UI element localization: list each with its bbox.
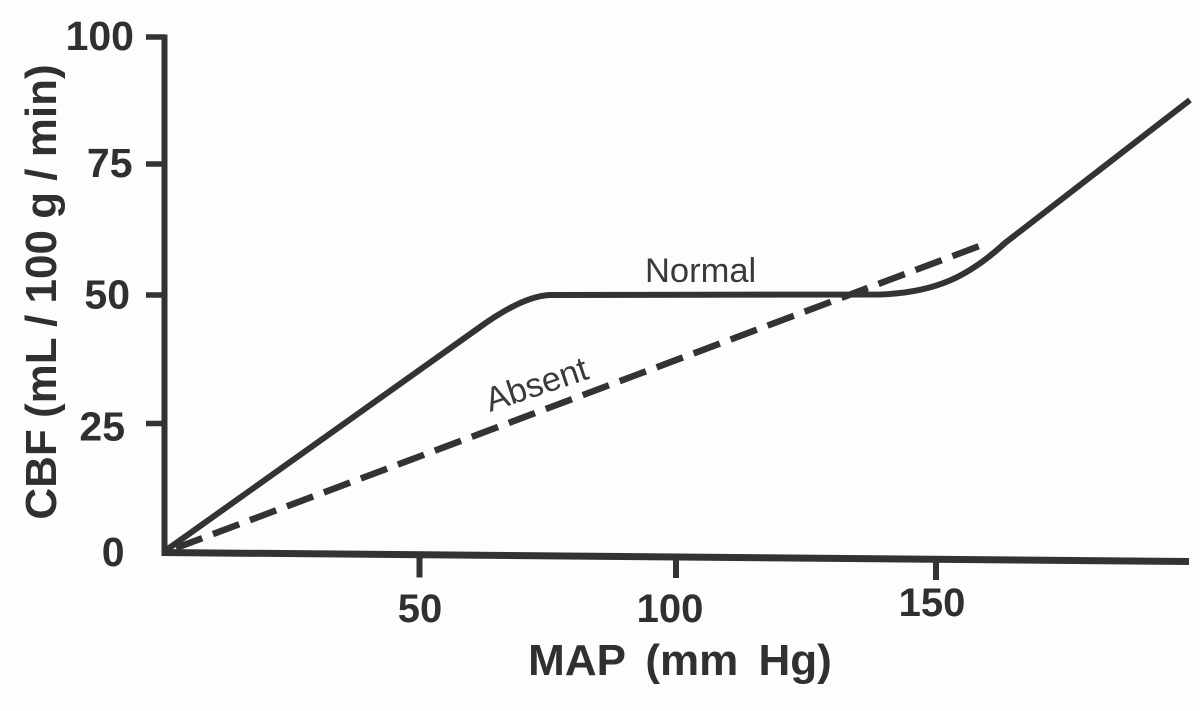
svg-text:Absent: Absent: [480, 350, 593, 420]
svg-text:75: 75: [87, 140, 133, 186]
svg-text:0: 0: [102, 529, 125, 575]
svg-text:CBF (mL / 100 g / min): CBF (mL / 100 g / min): [17, 64, 66, 519]
svg-text:100: 100: [66, 13, 134, 59]
svg-text:100: 100: [637, 587, 704, 631]
svg-text:150: 150: [899, 581, 966, 625]
svg-text:50: 50: [398, 587, 443, 631]
svg-text:Normal: Normal: [645, 252, 756, 290]
svg-text:25: 25: [79, 404, 125, 450]
svg-text:MAP (mm Hg): MAP (mm Hg): [528, 636, 832, 685]
svg-text:50: 50: [84, 272, 130, 318]
